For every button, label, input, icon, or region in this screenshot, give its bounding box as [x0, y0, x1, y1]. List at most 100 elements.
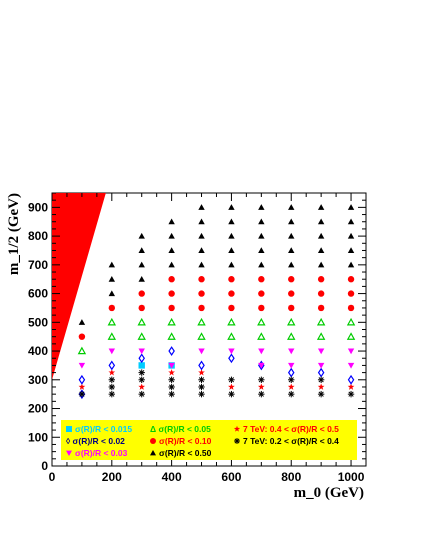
circle-marker	[168, 304, 175, 312]
triangle-marker	[288, 261, 295, 268]
asterisk-marker	[228, 390, 235, 398]
circle-marker	[168, 276, 175, 283]
y-axis-title: m_1/2 (GeV)	[6, 193, 22, 275]
inverted-triangle-marker	[347, 362, 355, 369]
triangle-marker	[198, 232, 205, 239]
asterisk-marker	[198, 376, 205, 383]
legend-label: σ(R)/R < 0.015	[75, 424, 132, 434]
asterisk-stroke	[169, 377, 175, 383]
triangle-marker	[258, 247, 265, 254]
star-marker	[228, 383, 235, 390]
open-triangle-marker	[257, 332, 266, 340]
triangle-marker	[138, 276, 145, 282]
star-marker	[108, 369, 116, 376]
y-tick-label: 900	[28, 200, 48, 214]
y-tick-label: 0	[41, 459, 48, 473]
triangle-marker	[347, 261, 355, 268]
asterisk-stroke	[169, 391, 175, 397]
circle-marker	[138, 290, 145, 297]
inverted-triangle-marker	[347, 348, 355, 355]
asterisk-marker	[258, 376, 265, 383]
open-triangle-marker	[107, 317, 117, 326]
y-tick-label: 100	[28, 430, 48, 444]
triangle-marker	[138, 261, 145, 268]
inverted-triangle-marker	[168, 362, 175, 369]
triangle-marker	[347, 232, 355, 239]
open-triangle-marker	[227, 332, 236, 340]
triangle-marker	[168, 218, 175, 225]
circle-marker	[228, 290, 235, 297]
circle-marker	[198, 290, 205, 297]
inverted-triangle-marker	[66, 450, 72, 456]
triangle-marker	[108, 290, 116, 297]
star-marker	[78, 383, 86, 390]
triangle-marker	[347, 204, 355, 210]
triangle-marker	[288, 232, 295, 239]
open-triangle-marker	[197, 317, 206, 326]
asterisk-stroke	[169, 384, 175, 390]
triangle-marker	[258, 261, 265, 268]
x-tick-label: 400	[162, 470, 182, 484]
inverted-triangle-marker	[228, 348, 235, 355]
open-triangle-marker	[287, 332, 296, 340]
y-tick-label: 200	[28, 402, 48, 416]
triangle-marker	[258, 204, 265, 210]
triangle-marker	[108, 261, 116, 268]
series-group	[78, 369, 355, 390]
star-marker	[138, 383, 146, 390]
asterisk-stroke	[234, 438, 240, 444]
asterisk-marker	[168, 383, 175, 391]
asterisk-marker	[347, 390, 355, 398]
asterisk-marker	[138, 369, 145, 376]
triangle-marker	[228, 261, 235, 268]
open-diamond-marker	[317, 367, 325, 378]
asterisk-marker	[168, 376, 175, 383]
legend-label: Δ σ(R)/R < 0.05	[150, 424, 211, 434]
x-tick-label: 0	[49, 470, 56, 484]
open-diamond-marker	[347, 374, 355, 385]
circle-marker	[317, 276, 325, 283]
asterisk-stroke	[228, 391, 235, 397]
asterisk-marker	[168, 390, 175, 398]
circle-marker	[198, 304, 205, 312]
asterisk-marker	[228, 376, 235, 383]
asterisk-stroke	[318, 391, 324, 397]
asterisk-marker	[138, 390, 145, 398]
asterisk-stroke	[288, 391, 294, 397]
asterisk-marker	[198, 390, 205, 398]
y-tick-label: 300	[28, 373, 48, 387]
asterisk-stroke	[348, 391, 354, 397]
triangle-marker	[258, 218, 265, 225]
asterisk-stroke	[318, 377, 324, 383]
triangle-marker	[198, 247, 205, 254]
triangle-marker	[198, 261, 205, 268]
series-group	[78, 369, 355, 398]
star-marker	[168, 369, 175, 376]
open-triangle-marker	[346, 332, 356, 340]
legend-label: ◊ σ(R)/R < 0.02	[66, 436, 125, 446]
asterisk-stroke	[109, 384, 115, 390]
triangle-marker	[198, 204, 205, 210]
circle-marker	[228, 304, 235, 312]
x-tick-label: 1000	[338, 470, 365, 484]
open-triangle-marker	[167, 332, 176, 340]
triangle-marker	[288, 218, 295, 225]
triangle-marker	[347, 218, 355, 225]
inverted-triangle-marker	[258, 348, 265, 355]
circle-marker	[78, 333, 86, 340]
circle-marker	[168, 290, 175, 297]
y-tick-label: 800	[28, 229, 48, 243]
triangle-marker	[288, 204, 295, 210]
inverted-triangle-marker	[288, 348, 295, 355]
x-tick-label: 600	[221, 470, 241, 484]
open-diamond-marker	[228, 353, 235, 364]
triangle-marker	[317, 218, 325, 225]
excluded-region-shape	[52, 193, 106, 380]
asterisk-marker	[234, 438, 240, 444]
y-tick-label: 500	[28, 315, 48, 329]
asterisk-marker	[288, 390, 295, 398]
triangle-marker	[138, 247, 145, 254]
inverted-triangle-marker	[138, 348, 145, 355]
open-triangle-marker	[137, 332, 146, 340]
open-triangle-marker	[346, 317, 356, 326]
